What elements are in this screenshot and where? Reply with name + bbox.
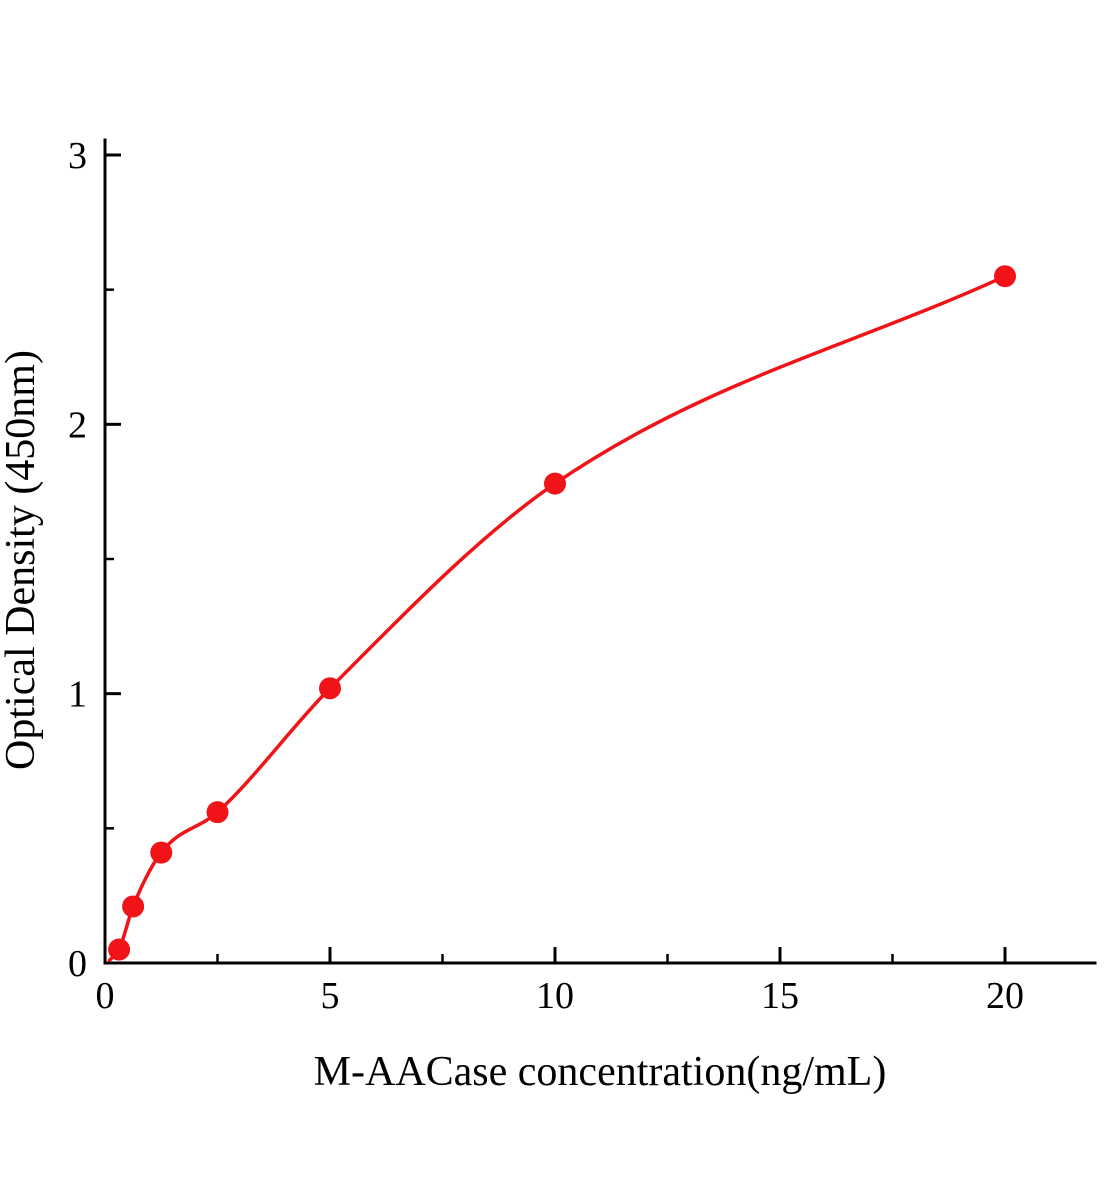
plot-layer: 0 5 10 15 20 0 1 2 3 xyxy=(68,135,1097,1017)
data-point xyxy=(544,472,566,495)
x-tick-label: 0 xyxy=(96,975,115,1017)
x-tick-label: 15 xyxy=(761,975,799,1017)
x-axis-label: M-AACase concentration(ng/mL) xyxy=(314,1049,887,1095)
x-tick-label: 5 xyxy=(321,975,340,1017)
fit-curve xyxy=(107,274,1007,963)
data-point xyxy=(122,895,145,918)
data-point xyxy=(108,938,131,961)
y-axis-label: Optical Density (450nm) xyxy=(0,350,44,770)
data-point xyxy=(319,677,341,700)
data-point xyxy=(994,265,1016,288)
y-tick-label: 0 xyxy=(68,943,87,985)
y-tick-label: 2 xyxy=(68,404,87,446)
data-point xyxy=(206,801,229,824)
x-tick-label: 20 xyxy=(986,975,1024,1017)
y-tick-label: 3 xyxy=(68,135,87,177)
x-tick-label: 10 xyxy=(536,975,574,1017)
data-point xyxy=(150,841,173,864)
y-tick-label: 1 xyxy=(68,674,87,716)
